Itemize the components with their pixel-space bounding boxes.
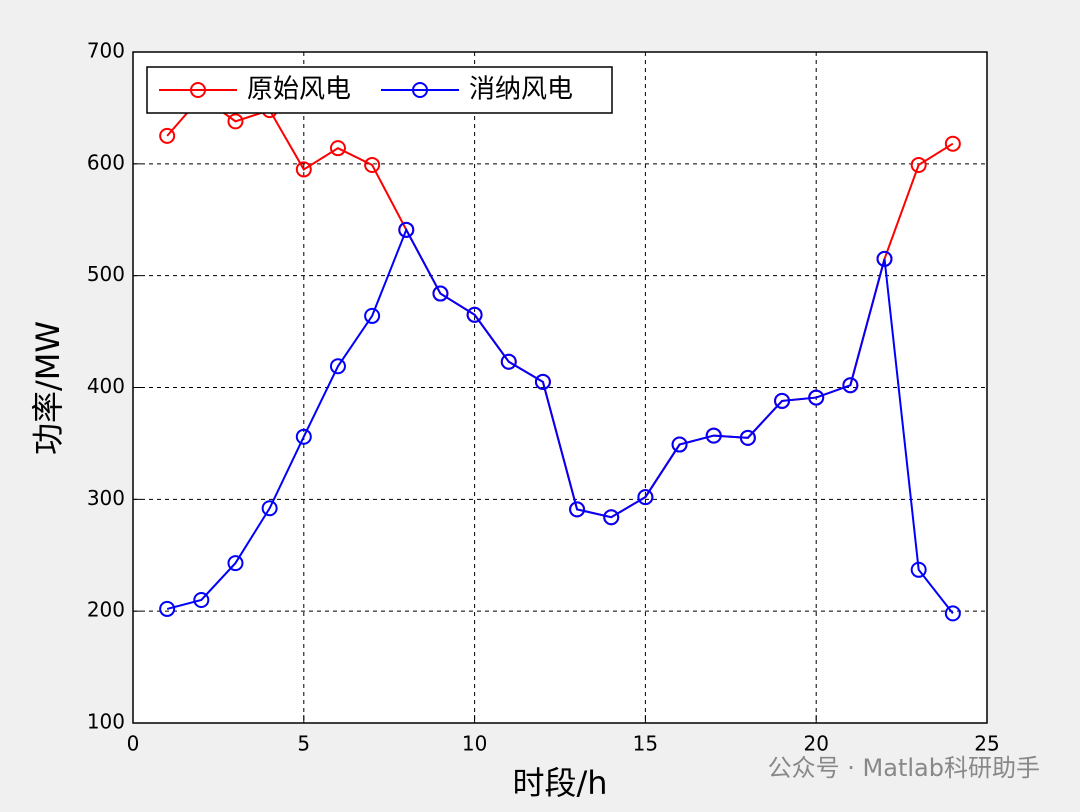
data-point — [227, 113, 244, 130]
x-tick-label: 10 — [462, 732, 487, 756]
data-point — [432, 285, 449, 302]
legend-marker — [190, 82, 206, 98]
y-tick-label: 300 — [87, 486, 125, 510]
legend-label: 原始风电 — [247, 75, 351, 105]
data-point — [534, 373, 551, 390]
data-point — [227, 555, 244, 572]
data-point — [705, 427, 722, 444]
x-tick-label: 5 — [297, 732, 310, 756]
watermark: 公众号 · Matlab科研助手 — [768, 754, 1040, 782]
y-tick-label: 200 — [87, 598, 125, 622]
data-point — [398, 221, 415, 238]
data-point — [569, 501, 586, 518]
data-point — [364, 307, 381, 324]
data-point — [159, 600, 176, 617]
y-axis-label: 功率/MW — [29, 321, 67, 455]
y-tick-label: 500 — [87, 262, 125, 286]
data-point — [842, 377, 859, 394]
data-point — [466, 306, 483, 323]
data-point — [944, 605, 961, 622]
data-point — [603, 509, 620, 526]
data-point — [637, 489, 654, 506]
y-tick-label: 600 — [87, 150, 125, 174]
x-tick-label: 15 — [633, 732, 658, 756]
legend-label: 消纳风电 — [469, 75, 573, 105]
data-point — [671, 436, 688, 453]
x-tick-label: 20 — [803, 732, 828, 756]
data-point — [193, 591, 210, 608]
data-point — [261, 500, 278, 517]
data-point — [910, 156, 927, 173]
data-point — [295, 161, 312, 178]
x-tick-label: 25 — [974, 732, 999, 756]
data-point — [295, 428, 312, 445]
data-point — [774, 392, 791, 409]
y-tick-label: 100 — [87, 710, 125, 734]
data-point — [329, 140, 346, 157]
data-point — [500, 353, 517, 370]
data-point — [944, 135, 961, 152]
data-point — [910, 561, 927, 578]
legend-marker — [412, 82, 428, 98]
data-point — [329, 358, 346, 375]
data-point — [364, 156, 381, 173]
data-point — [159, 127, 176, 144]
y-tick-label: 400 — [87, 374, 125, 398]
data-point — [876, 250, 893, 267]
x-axis-label: 时段/h — [512, 764, 607, 802]
y-tick-label: 700 — [87, 39, 125, 63]
x-tick-label: 0 — [127, 732, 140, 756]
axes-box — [132, 51, 988, 724]
data-point — [808, 389, 825, 406]
data-point — [739, 429, 756, 446]
